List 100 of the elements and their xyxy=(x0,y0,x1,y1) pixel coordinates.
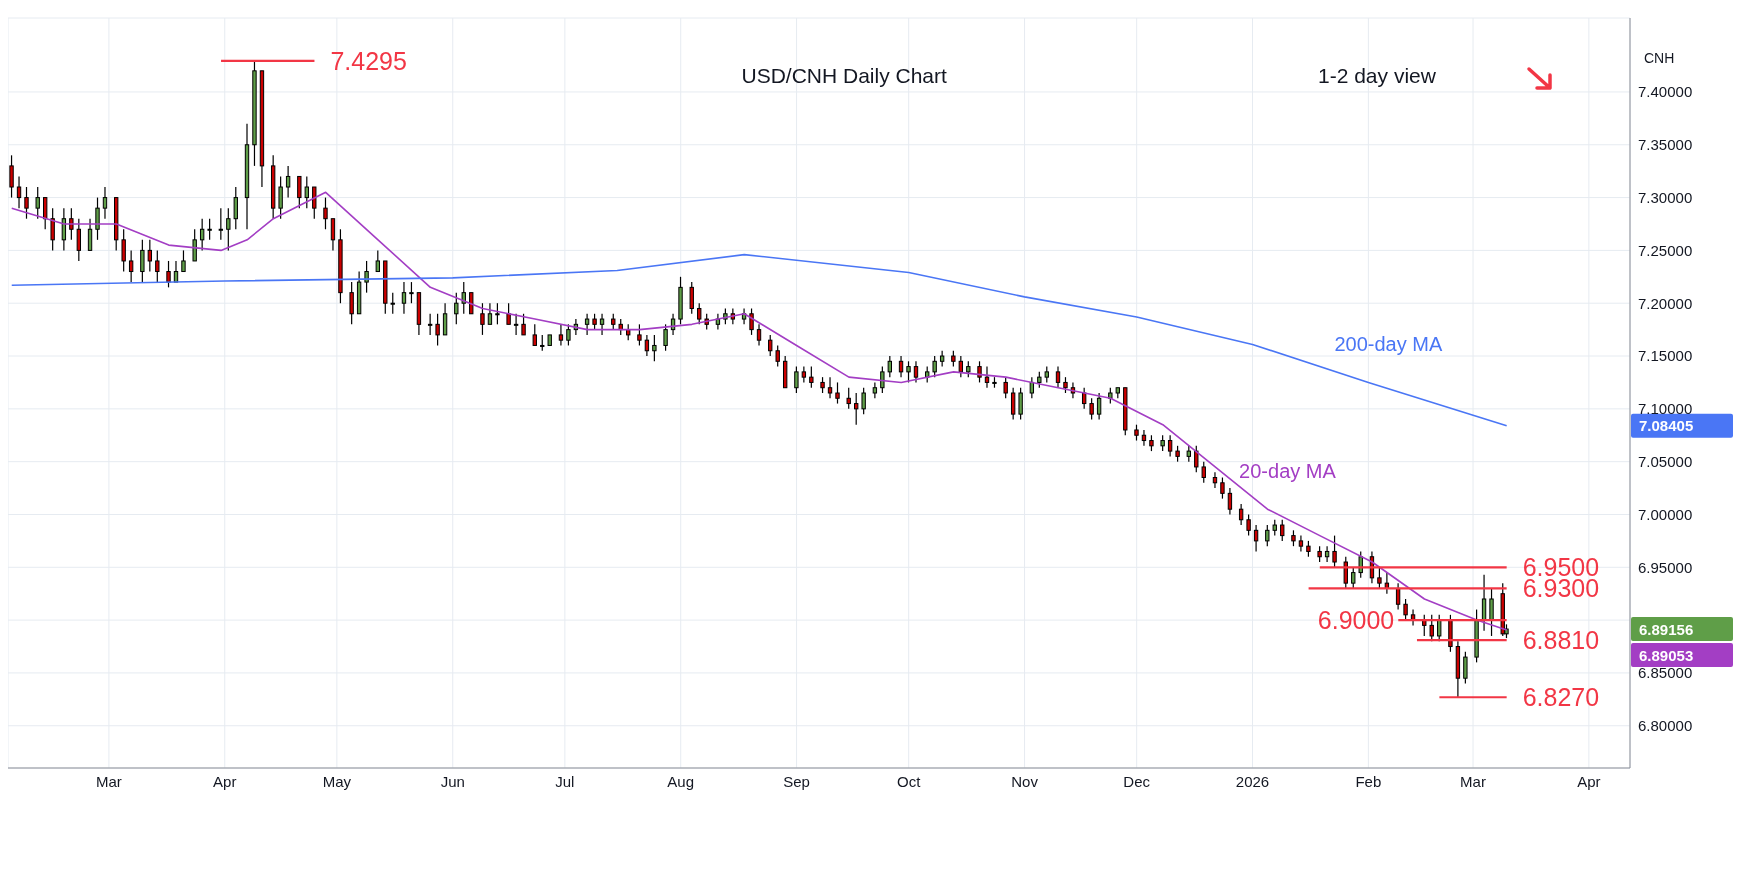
text: 6.89156 xyxy=(1639,620,1694,638)
candlestick xyxy=(312,186,317,220)
candlestick xyxy=(95,196,100,241)
candlestick xyxy=(1324,545,1330,563)
x-tick-label: Sep xyxy=(783,772,810,790)
line-series xyxy=(10,253,1508,427)
candlestick xyxy=(128,249,134,283)
candlestick xyxy=(121,228,126,273)
candlestick xyxy=(756,323,762,347)
candlestick xyxy=(35,186,40,220)
x-tick-label: Nov xyxy=(1011,772,1039,790)
candlestick xyxy=(390,292,395,315)
candlestick xyxy=(207,218,212,241)
candlestick xyxy=(427,313,433,336)
x-tick-label: Mar xyxy=(95,772,122,790)
candlestick xyxy=(872,381,878,399)
candlestick xyxy=(887,355,892,378)
candlestick xyxy=(1238,503,1244,526)
candlestick xyxy=(1489,587,1494,637)
annotation: 6.8270 xyxy=(1522,683,1600,712)
candlestick xyxy=(898,355,904,378)
x-tick-label: Apr xyxy=(1577,772,1601,790)
candlestick xyxy=(1253,524,1259,553)
candlestick xyxy=(663,323,668,352)
candlestick xyxy=(521,313,526,336)
candlestick xyxy=(181,249,186,273)
candlestick xyxy=(323,196,328,230)
candlestick xyxy=(147,239,153,273)
x-tick-label: Dec xyxy=(1123,772,1151,790)
candlestick xyxy=(1141,429,1147,447)
x-tick-label: May xyxy=(322,772,352,790)
candlestick xyxy=(506,302,511,325)
x-tick-label: Feb xyxy=(1355,772,1382,790)
candlestick xyxy=(599,313,605,336)
candlestick xyxy=(330,218,336,251)
candlestick xyxy=(349,281,354,325)
candlestick xyxy=(1403,598,1408,621)
candlestick xyxy=(689,281,694,315)
y-tick-label: 7.00000 xyxy=(1638,505,1693,523)
candlestick xyxy=(1280,519,1285,542)
candlestick xyxy=(1018,387,1023,421)
y-tick-label: 7.25000 xyxy=(1638,241,1693,259)
candlestick xyxy=(102,186,108,220)
annotation: 200-day MA xyxy=(1334,333,1443,356)
x-tick-label: Jul xyxy=(555,772,575,790)
candlestick xyxy=(827,376,833,399)
candlestick xyxy=(435,313,440,347)
candlestick xyxy=(913,360,919,384)
y-tick-label: 7.10000 xyxy=(1638,400,1693,418)
candlestick xyxy=(558,323,564,347)
candlestick xyxy=(1055,365,1061,389)
candlestick xyxy=(1437,614,1442,642)
candlestick xyxy=(364,260,369,294)
candlestick xyxy=(1332,535,1337,568)
candlestick xyxy=(166,260,171,288)
candlestick xyxy=(454,292,459,325)
candlestick xyxy=(495,302,500,325)
x-tick-label: Oct xyxy=(897,772,922,790)
text: USD/CNH Daily Chart xyxy=(741,64,947,87)
candlestick xyxy=(809,365,814,389)
y-tick-label: 7.35000 xyxy=(1638,136,1693,154)
candlestick xyxy=(226,207,231,251)
candlestick xyxy=(375,249,380,273)
candlestick xyxy=(401,281,407,315)
candlestick xyxy=(155,249,160,283)
candlestick xyxy=(958,355,964,378)
candlestick xyxy=(442,302,448,336)
candlestick xyxy=(76,218,81,262)
candlestick xyxy=(218,207,224,241)
candlestick xyxy=(854,392,859,426)
candlestick xyxy=(409,281,414,304)
x-tick-label: Mar xyxy=(1460,772,1486,790)
candlestick xyxy=(24,186,29,220)
y-tick-label: 6.95000 xyxy=(1638,558,1693,576)
candlestick xyxy=(880,365,885,394)
candlestick xyxy=(652,334,657,362)
candlestick xyxy=(1422,614,1427,637)
x-tick-label: Jun xyxy=(440,772,465,790)
candlestick xyxy=(480,302,485,336)
candlestick xyxy=(749,307,754,336)
y-tick-label: 7.05000 xyxy=(1638,452,1693,470)
annotation: 20-day MA xyxy=(1239,460,1337,483)
candlestick xyxy=(1227,487,1233,516)
candlestick xyxy=(1463,651,1468,685)
candlestick xyxy=(532,323,537,347)
candlestick xyxy=(794,365,799,394)
candlestick xyxy=(233,186,238,230)
candlestick xyxy=(9,154,14,199)
candlestick xyxy=(278,175,283,220)
candlestick xyxy=(984,365,990,389)
x-tick-label: Aug xyxy=(667,772,695,790)
candlestick xyxy=(50,207,55,251)
candlestick xyxy=(1096,392,1102,421)
candlestick xyxy=(140,239,145,283)
candlestick xyxy=(513,313,519,336)
candlestick xyxy=(297,175,302,209)
candlestick xyxy=(43,196,48,230)
candlestick xyxy=(1010,387,1016,421)
candlestick xyxy=(768,334,773,357)
candlestick xyxy=(1351,566,1356,590)
